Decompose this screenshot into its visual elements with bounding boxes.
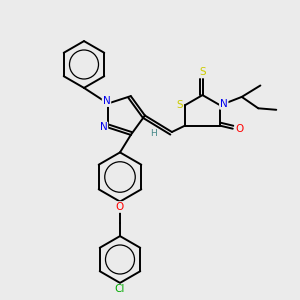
Text: N: N bbox=[103, 96, 110, 106]
Text: S: S bbox=[199, 67, 206, 77]
Text: O: O bbox=[116, 202, 124, 212]
Text: O: O bbox=[235, 124, 244, 134]
Text: Cl: Cl bbox=[115, 284, 125, 295]
Text: H: H bbox=[151, 129, 157, 138]
Text: S: S bbox=[176, 100, 183, 110]
Text: N: N bbox=[100, 122, 107, 133]
Text: N: N bbox=[220, 99, 228, 109]
